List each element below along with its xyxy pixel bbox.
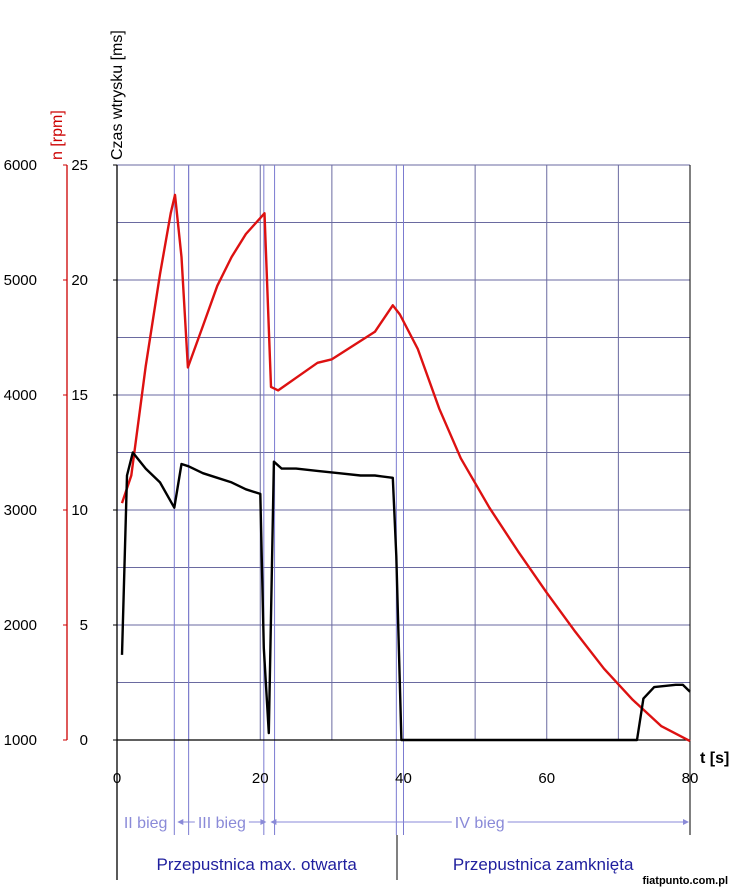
x-tick-label: 40 bbox=[395, 770, 412, 787]
x-tick-label: 0 bbox=[113, 770, 121, 787]
throttle-label: Przepustnica zamknięta bbox=[453, 855, 634, 874]
x-tick-label: 20 bbox=[252, 770, 269, 787]
rpm-axis-title: n [rpm] bbox=[49, 110, 66, 160]
x-axis-title: t [s] bbox=[700, 750, 729, 767]
injection-tick-label: 25 bbox=[71, 157, 88, 174]
rpm-tick-label: 2000 bbox=[4, 617, 37, 634]
injection-series-line bbox=[120, 451, 691, 742]
gear-arrow-left bbox=[270, 819, 277, 825]
gear-arrow-right bbox=[260, 819, 267, 825]
rpm-tick-label: 4000 bbox=[4, 387, 37, 404]
injection-tick-label: 10 bbox=[71, 502, 88, 519]
gear-label: II bieg bbox=[124, 815, 168, 832]
rpm-series-line bbox=[120, 193, 691, 743]
injection-tick-label: 0 bbox=[80, 732, 88, 749]
rpm-tick-label: 6000 bbox=[4, 157, 37, 174]
gear-label: III bieg bbox=[198, 815, 246, 832]
injection-tick-label: 15 bbox=[71, 387, 88, 404]
series-layer bbox=[120, 193, 691, 743]
credit-text: fiatpunto.com.pl bbox=[642, 875, 728, 887]
gear-arrow-left bbox=[177, 819, 184, 825]
x-tick-label: 60 bbox=[538, 770, 555, 787]
x-tick-label: 80 bbox=[682, 770, 699, 787]
injection-tick-label: 5 bbox=[80, 617, 88, 634]
tick-labels: 1000 2000 3000 4000 5000 6000 0 5 10 15 20 25 0 20 40 6… bbox=[4, 157, 699, 787]
injection-tick-label: 20 bbox=[71, 272, 88, 289]
throttle-label: Przepustnica max. otwarta bbox=[157, 855, 358, 874]
rpm-tick-label: 3000 bbox=[4, 502, 37, 519]
gear-label: IV bieg bbox=[455, 815, 505, 832]
rpm-tick-label: 5000 bbox=[4, 272, 37, 289]
rpm-tick-label: 1000 bbox=[4, 732, 37, 749]
annotations: II bieg III bieg IV bieg Przepustnica max. … bbox=[124, 815, 689, 874]
injection-axis-title: Czas wtrysku [ms] bbox=[109, 30, 126, 160]
gear-arrow-right bbox=[683, 819, 689, 825]
gear-change-lines bbox=[173, 165, 404, 835]
